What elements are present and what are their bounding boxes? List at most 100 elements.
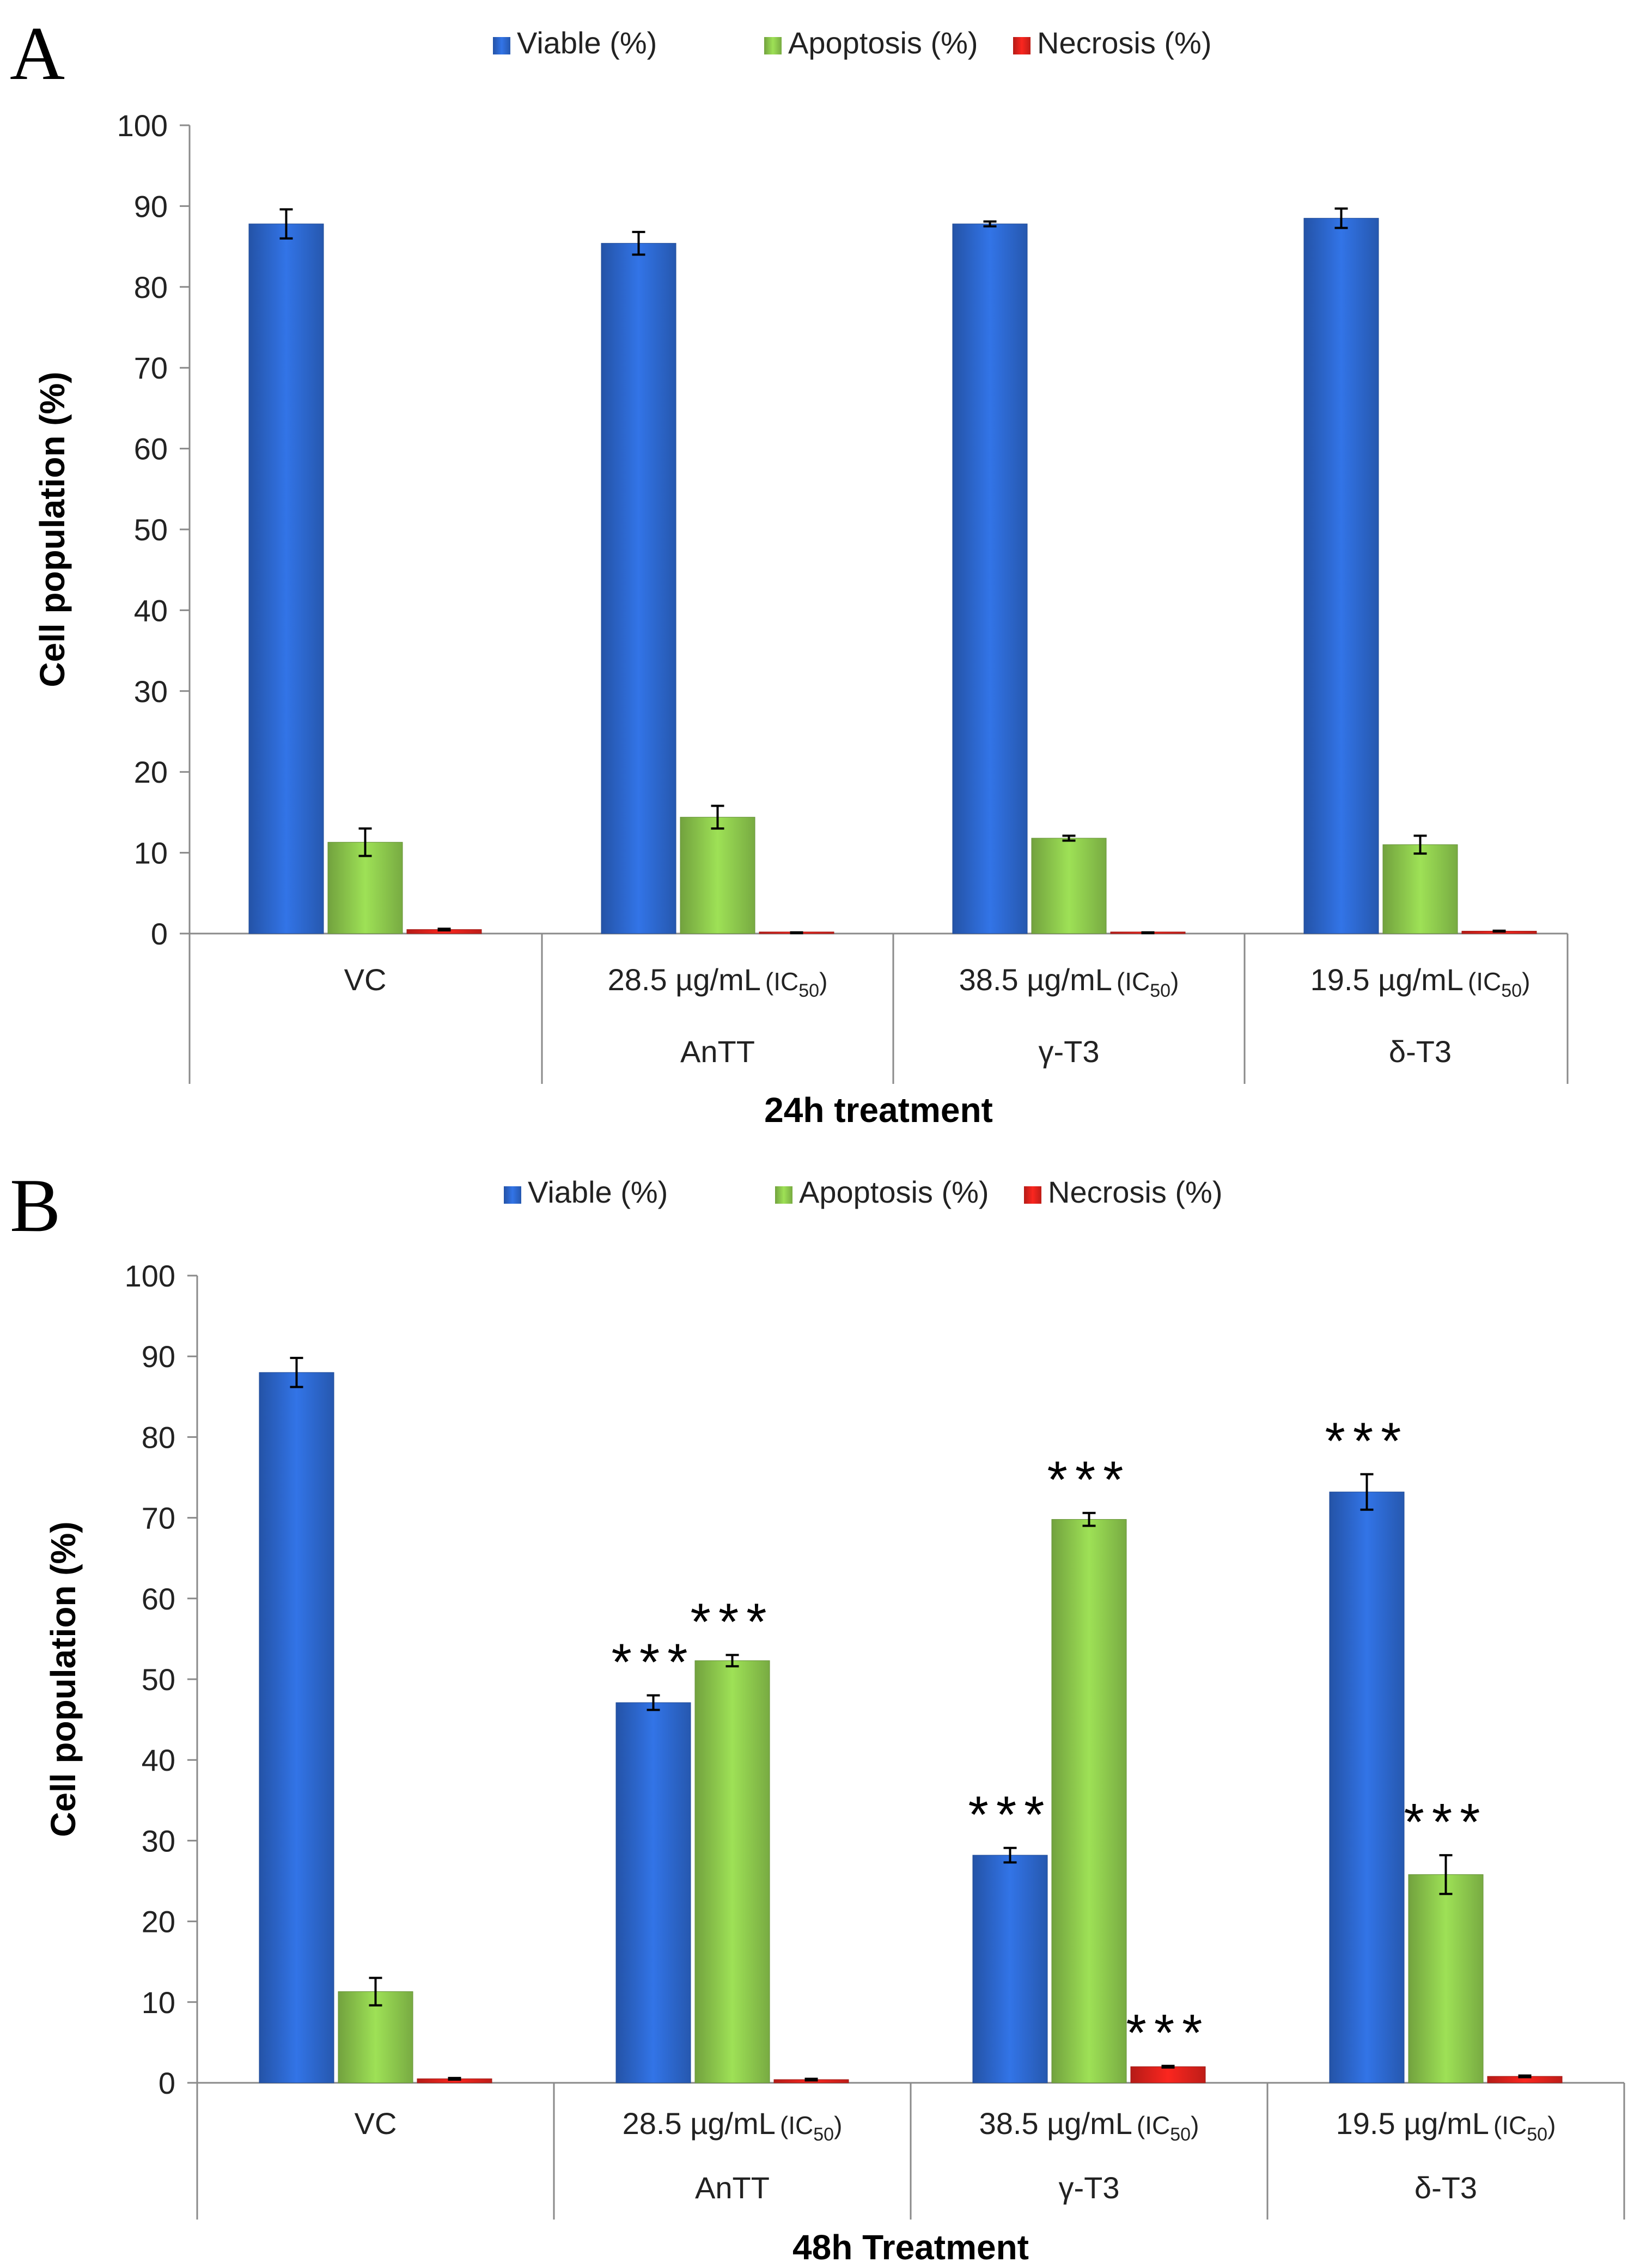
error-bar: [1439, 1854, 1453, 1895]
significance-marker: ***: [1047, 1451, 1131, 1509]
group-name: γ-T3: [1059, 2171, 1120, 2205]
bar-necrosis: [1130, 2066, 1206, 2083]
significance-marker: ***: [1325, 1412, 1409, 1471]
bar-apoptosis: [694, 1660, 770, 2083]
group-name: δ-T3: [1414, 2171, 1477, 2205]
bar-apoptosis: [338, 1991, 413, 2083]
legend-swatch: [764, 37, 782, 54]
concentration-label: 38.5 µg/mL (IC50): [979, 2106, 1199, 2145]
legend-label: Viable (%): [528, 1175, 668, 1209]
error-bar: [1161, 2064, 1175, 2069]
y-tick-label: 90: [142, 1339, 175, 1374]
legend-swatch: [493, 37, 510, 54]
concentration-label: 38.5 µg/mL (IC50): [959, 962, 1179, 1001]
concentration-label: 28.5 µg/mL (IC50): [623, 2106, 843, 2145]
y-tick-label: 10: [134, 836, 168, 870]
y-tick-label: 70: [142, 1501, 175, 1535]
y-tick-label: 30: [134, 674, 168, 709]
y-tick-label: 60: [134, 432, 168, 466]
bar-apoptosis: [680, 816, 755, 934]
error-bar: [369, 1977, 382, 2007]
significance-marker: ***: [1126, 2004, 1210, 2062]
error-bar: [290, 1357, 303, 1388]
error-bar: [1003, 1846, 1017, 1864]
y-tick-label: 70: [134, 351, 168, 385]
significance-marker: ***: [690, 1593, 774, 1651]
legend-swatch: [504, 1186, 521, 1204]
significance-marker: ***: [968, 1786, 1052, 1844]
error-bar: [1334, 207, 1348, 229]
y-tick-label: 60: [142, 1582, 175, 1616]
y-tick-label: 90: [134, 189, 168, 223]
bar-apoptosis: [1382, 844, 1458, 934]
panel-label: B: [10, 1163, 60, 1248]
bar-viable: [248, 223, 324, 934]
group-name: δ-T3: [1389, 1034, 1452, 1069]
error-bar: [279, 208, 293, 240]
error-bar: [804, 2077, 818, 2082]
bar-viable: [615, 1702, 691, 2083]
bar-viable: [1329, 1491, 1405, 2083]
legend-label: Necrosis (%): [1037, 26, 1211, 60]
y-tick-label: 80: [142, 1420, 175, 1454]
legend-swatch: [775, 1186, 792, 1204]
y-tick-label: 100: [117, 108, 168, 143]
y-axis-label: Cell population (%): [33, 371, 72, 687]
significance-marker: ***: [611, 1633, 695, 1692]
y-tick-label: 0: [151, 917, 168, 951]
x-axis-label: 48h Treatment: [792, 2228, 1029, 2267]
legend-label: Apoptosis (%): [799, 1175, 989, 1209]
y-tick-label: 20: [134, 755, 168, 789]
error-bar: [1360, 1473, 1374, 1511]
group-name: AnTT: [680, 1034, 755, 1069]
bar-viable: [952, 223, 1028, 934]
error-bar: [1518, 2074, 1532, 2078]
error-bar: [1062, 834, 1076, 842]
y-tick-label: 0: [158, 2066, 175, 2100]
error-bar: [448, 2077, 461, 2081]
error-bar: [1141, 931, 1155, 935]
concentration-label: 19.5 µg/mL (IC50): [1310, 962, 1531, 1001]
y-tick-label: 100: [125, 1259, 175, 1293]
y-tick-label: 30: [142, 1824, 175, 1858]
legend-label: Viable (%): [517, 26, 657, 60]
concentration-label: 28.5 µg/mL (IC50): [608, 962, 828, 1001]
bar-viable: [601, 243, 676, 934]
bar-viable: [1303, 218, 1379, 934]
group-name: AnTT: [695, 2171, 770, 2205]
error-bar: [725, 1654, 739, 1668]
error-bar: [983, 220, 997, 228]
error-bar: [711, 804, 724, 830]
error-bar: [1413, 834, 1427, 855]
y-tick-label: 40: [142, 1743, 175, 1777]
group-name: γ-T3: [1039, 1034, 1100, 1069]
y-tick-label: 80: [134, 270, 168, 304]
legend-label: Necrosis (%): [1048, 1175, 1222, 1209]
x-axis-label: 24h treatment: [764, 1090, 993, 1130]
error-bar: [358, 827, 372, 857]
concentration-label: 19.5 µg/mL (IC50): [1336, 2106, 1556, 2145]
y-tick-label: 50: [134, 513, 168, 547]
group-name: VC: [344, 962, 387, 997]
panel-label: A: [10, 11, 65, 96]
error-bar: [647, 1694, 660, 1711]
error-bar: [790, 931, 803, 935]
y-tick-label: 20: [142, 1905, 175, 1939]
bar-apoptosis: [1408, 1874, 1484, 2083]
y-tick-label: 50: [142, 1662, 175, 1697]
y-axis-label: Cell population (%): [44, 1521, 83, 1837]
bar-viable: [972, 1855, 1048, 2083]
error-bar: [437, 928, 451, 932]
bar-viable: [259, 1372, 334, 2083]
group-name: VC: [355, 2106, 397, 2141]
error-bar: [1082, 1511, 1096, 1527]
bar-apoptosis: [327, 842, 403, 934]
y-tick-label: 40: [134, 593, 168, 627]
y-tick-label: 10: [142, 1985, 175, 2020]
legend-swatch: [1024, 1186, 1041, 1204]
bar-apoptosis: [1031, 838, 1107, 934]
legend-label: Apoptosis (%): [788, 26, 978, 60]
error-bar: [632, 230, 645, 256]
legend-swatch: [1013, 37, 1031, 54]
